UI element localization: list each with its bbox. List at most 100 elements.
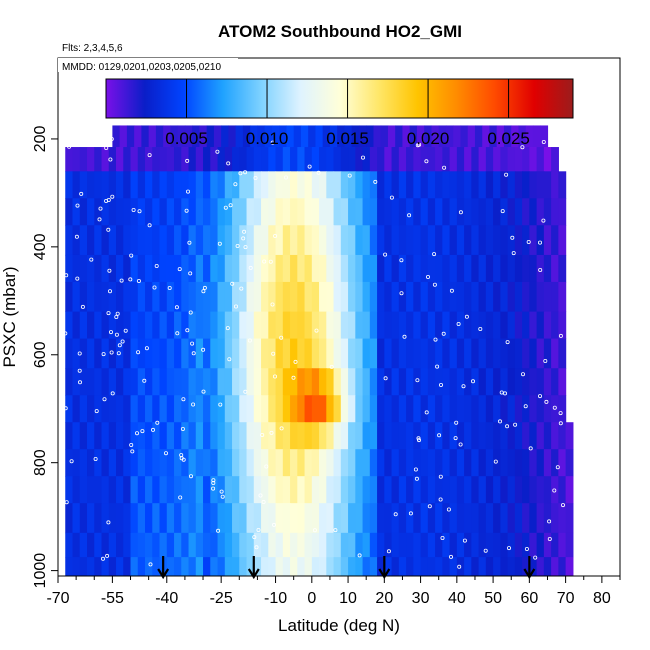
heatmap-cell (514, 198, 523, 226)
heatmap-cell (166, 147, 175, 172)
heatmap-cell (435, 198, 443, 226)
colorbar: 0.005 0.010 0.015 0.020 0.025 (105, 78, 574, 148)
heatmap-cell (449, 198, 458, 226)
heatmap-cell (478, 281, 487, 313)
heatmap-cell (130, 254, 139, 283)
heatmap-cell (261, 368, 269, 396)
sample-point (248, 265, 253, 270)
heatmap-cell (159, 198, 168, 226)
heatmap-cell (246, 198, 255, 226)
heatmap-cell (87, 198, 95, 226)
sample-point (505, 424, 510, 429)
heatmap-cell (406, 449, 414, 477)
sample-point (520, 145, 525, 150)
sample-point (416, 436, 421, 441)
sample-point (262, 259, 267, 264)
heatmap-cell (210, 198, 219, 226)
heatmap-cell (304, 557, 313, 577)
heatmap-cell (126, 125, 135, 148)
heatmap-cell (333, 503, 342, 534)
flights-note: Flts: 2,3,4,5,6 (62, 43, 123, 54)
heatmap-cell (101, 532, 110, 558)
sample-point (119, 278, 124, 283)
heatmap-cell (311, 476, 320, 504)
heatmap-cell (478, 476, 487, 504)
heatmap-cell (427, 449, 436, 477)
heatmap-cell (355, 503, 364, 534)
heatmap-cell (261, 532, 269, 558)
heatmap-cell (195, 532, 204, 558)
heatmap-cell (268, 532, 277, 558)
heatmap-cell (507, 338, 516, 369)
sample-point (69, 459, 74, 464)
heatmap-cell (362, 198, 371, 226)
sample-point (129, 253, 134, 258)
heatmap-cell (435, 147, 443, 172)
heatmap-cell (282, 422, 291, 450)
heatmap-cell (94, 171, 103, 199)
heatmap-cell (261, 449, 269, 477)
dates-note: MMDD: 0129,0201,0203,0205,0210 (62, 62, 221, 73)
heatmap-cell (195, 476, 204, 504)
heatmap-cell (79, 198, 88, 226)
heatmap-cell (543, 281, 552, 313)
sample-point (220, 494, 225, 499)
heatmap-cell (275, 422, 284, 450)
heatmap-cell (210, 254, 219, 283)
heatmap-cell (94, 254, 103, 283)
heatmap-cell (471, 503, 480, 534)
heatmap-cell (391, 503, 400, 534)
heatmap-cell (239, 422, 248, 450)
heatmap-cell (435, 503, 443, 534)
sample-point (470, 379, 475, 384)
sample-point (144, 346, 149, 351)
heatmap-cell (275, 368, 284, 396)
heatmap-cell (406, 368, 414, 396)
sample-point (63, 331, 68, 336)
sample-point (273, 233, 278, 238)
heatmap-cell (369, 395, 378, 423)
heatmap-cell (456, 281, 465, 313)
heatmap-cell (348, 147, 356, 172)
heatmap-cell (152, 368, 161, 396)
x-tick-label: -25 (210, 590, 233, 607)
heatmap-cell (435, 368, 443, 396)
sample-point (117, 343, 122, 348)
legend-note-box (58, 58, 238, 72)
heatmap-cell (116, 557, 124, 577)
heatmap-cell (174, 395, 182, 423)
heatmap-cell (333, 368, 342, 396)
sample-point (187, 240, 192, 245)
sample-point (271, 522, 276, 527)
sample-point (243, 170, 248, 175)
heatmap-cell (145, 281, 153, 313)
heatmap-cell (79, 476, 88, 504)
heatmap-cell (456, 503, 465, 534)
heatmap-cell (467, 125, 476, 148)
sample-point (513, 422, 518, 427)
heatmap-cell (366, 125, 375, 148)
heatmap-cell (116, 532, 124, 558)
heatmap-cell (427, 422, 436, 450)
heatmap-cell (123, 281, 132, 313)
heatmap-cell (551, 557, 559, 577)
heatmap-cell (184, 125, 193, 148)
heatmap-cell (268, 368, 277, 396)
heatmap-cell (420, 503, 429, 534)
heatmap-cell (478, 557, 487, 577)
sample-point (541, 139, 546, 144)
heatmap-cell (145, 225, 153, 256)
heatmap-cell (159, 503, 168, 534)
heatmap-cell (529, 338, 538, 369)
heatmap-cell (456, 225, 465, 256)
heatmap-cell (377, 532, 385, 558)
heatmap-cell (558, 281, 567, 313)
sample-point (109, 330, 114, 335)
heatmap-cell (166, 368, 175, 396)
x-tick-label: 30 (412, 590, 430, 607)
heatmap-cell (558, 368, 567, 396)
heatmap-cell (536, 225, 545, 256)
heatmap-cell (253, 281, 262, 313)
heatmap-cell (333, 225, 342, 256)
heatmap-cell (558, 557, 567, 577)
